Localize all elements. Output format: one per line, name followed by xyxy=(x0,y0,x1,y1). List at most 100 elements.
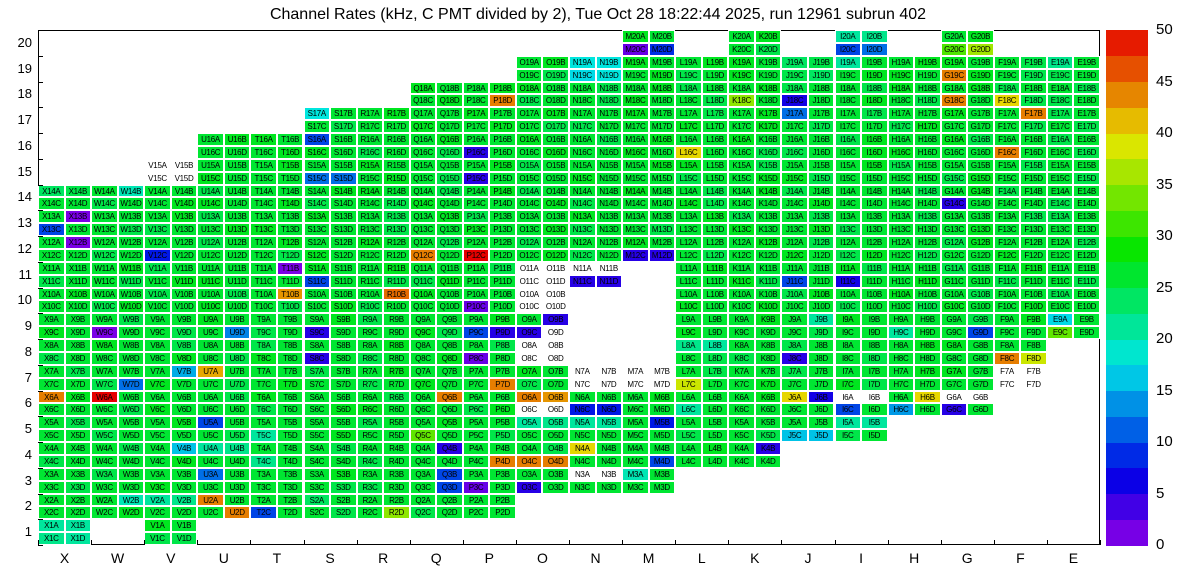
cell-N7B: N7B xyxy=(595,364,623,378)
cell-O5B: O5B xyxy=(542,416,569,430)
x-axis-tick xyxy=(91,540,93,545)
cell-P18A: P18A xyxy=(462,81,490,95)
y-axis-label: 8 xyxy=(24,343,32,359)
cell-H7B: H7B xyxy=(914,364,941,378)
cell-O13C: O13C xyxy=(515,223,543,236)
cell-Q18A: Q18A xyxy=(409,81,437,95)
cell-G20B: G20B xyxy=(967,30,994,43)
cell-V2D: V2D xyxy=(170,506,198,520)
cell-F8D: F8D xyxy=(1020,351,1047,365)
colorbar-band xyxy=(1106,313,1148,340)
cell-G18C: G18C xyxy=(940,94,968,108)
cell-L16A: L16A xyxy=(675,133,702,146)
cell-P7B: P7B xyxy=(489,364,516,378)
cell-V9D: V9D xyxy=(170,326,198,339)
cell-V6A: V6A xyxy=(144,390,171,404)
cell-F14A: F14A xyxy=(993,184,1021,198)
cell-P18D: P18D xyxy=(489,94,516,108)
cell-T15C: T15C xyxy=(250,171,277,185)
cell-V14A: V14A xyxy=(144,184,171,198)
cell-M17D: M17D xyxy=(648,120,676,133)
cell-I12C: I12C xyxy=(834,248,862,262)
cell-R14D: R14D xyxy=(383,197,410,211)
colorbar-band xyxy=(1106,442,1148,469)
cell-M20B: M20B xyxy=(648,30,676,43)
cell-O5D: O5D xyxy=(542,429,569,442)
cell-T13B: T13B xyxy=(276,210,304,224)
cell-H6C: H6C xyxy=(887,403,915,417)
cell-Q7A: Q7A xyxy=(409,364,437,378)
cell-T6C: T6C xyxy=(250,403,277,417)
y-axis-label: 9 xyxy=(24,318,32,334)
cell-O8B: O8B xyxy=(542,339,569,352)
cell-J11D: J11D xyxy=(807,274,835,288)
cell-T15D: T15D xyxy=(276,171,304,185)
cell-I10D: I10D xyxy=(861,300,888,314)
cell-U10D: U10D xyxy=(223,300,251,314)
cell-J16A: J16A xyxy=(781,133,808,146)
cell-U13C: U13C xyxy=(197,223,224,236)
cell-R14C: R14C xyxy=(356,197,384,211)
cell-J19D: J19D xyxy=(807,68,835,82)
cell-I14C: I14C xyxy=(834,197,862,211)
colorbar-band xyxy=(1106,158,1148,185)
cell-X10C: X10C xyxy=(38,300,65,314)
cell-E17A: E17A xyxy=(1046,107,1074,121)
cell-X7D: X7D xyxy=(64,377,92,391)
cell-T11D: T11D xyxy=(276,274,304,288)
cell-L9D: L9D xyxy=(701,326,729,339)
cell-W5C: W5C xyxy=(91,429,118,442)
cell-R9A: R9A xyxy=(356,313,384,327)
cell-G17D: G17D xyxy=(967,120,994,133)
cell-I14D: I14D xyxy=(861,197,888,211)
cell-K8B: K8B xyxy=(754,339,782,352)
chart-title: Channel Rates (kHz, C PMT divided by 2),… xyxy=(269,6,927,23)
cell-T4B: T4B xyxy=(276,442,304,455)
cell-W2C: W2C xyxy=(91,506,118,520)
cell-R11B: R11B xyxy=(383,261,410,275)
cell-X8B: X8B xyxy=(64,339,92,352)
cell-V1A: V1A xyxy=(144,519,171,533)
cell-R13A: R13A xyxy=(356,210,384,224)
cell-X14B: X14B xyxy=(64,184,92,198)
cell-K14D: K14D xyxy=(754,197,782,211)
cell-V3C: V3C xyxy=(144,480,171,494)
cell-I5D: I5D xyxy=(861,429,888,442)
cell-Q15C: Q15C xyxy=(409,171,437,185)
cell-W11D: W11D xyxy=(117,274,145,288)
cell-E15B: E15B xyxy=(1073,158,1100,172)
cell-J10C: J10C xyxy=(781,300,808,314)
cell-Q13A: Q13A xyxy=(409,210,437,224)
cell-P6A: P6A xyxy=(462,390,490,404)
cell-I8B: I8B xyxy=(861,339,888,352)
cell-L5D: L5D xyxy=(701,429,729,442)
cell-K10B: K10B xyxy=(754,287,782,301)
y-axis-label: 1 xyxy=(24,524,32,540)
cell-H19D: H19D xyxy=(914,68,941,82)
cell-G18A: G18A xyxy=(940,81,968,95)
cell-N16B: N16B xyxy=(595,133,623,146)
cell-R7D: R7D xyxy=(383,377,410,391)
cell-P5D: P5D xyxy=(489,429,516,442)
cell-P4A: P4A xyxy=(462,442,490,455)
x-axis-tick xyxy=(462,540,464,545)
cell-T5C: T5C xyxy=(250,429,277,442)
cell-V14D: V14D xyxy=(170,197,198,211)
cell-N3A: N3A xyxy=(569,467,596,481)
cell-Q2C: Q2C xyxy=(409,506,437,520)
cell-L14A: L14A xyxy=(675,184,702,198)
cell-S8A: S8A xyxy=(303,339,331,352)
cell-G12A: G12A xyxy=(940,236,968,249)
cell-O16D: O16D xyxy=(542,145,569,159)
cell-L7B: L7B xyxy=(701,364,729,378)
cell-L12A: L12A xyxy=(675,236,702,249)
cell-N16D: N16D xyxy=(595,145,623,159)
cell-G19C: G19C xyxy=(940,68,968,82)
cell-P12C: P12C xyxy=(462,248,490,262)
cell-J6D: J6D xyxy=(807,403,835,417)
y-axis-tick xyxy=(38,416,43,418)
cell-V6C: V6C xyxy=(144,403,171,417)
cell-K4D: K4D xyxy=(754,454,782,468)
cell-G12C: G12C xyxy=(940,248,968,262)
colorbar-band xyxy=(1106,519,1148,546)
